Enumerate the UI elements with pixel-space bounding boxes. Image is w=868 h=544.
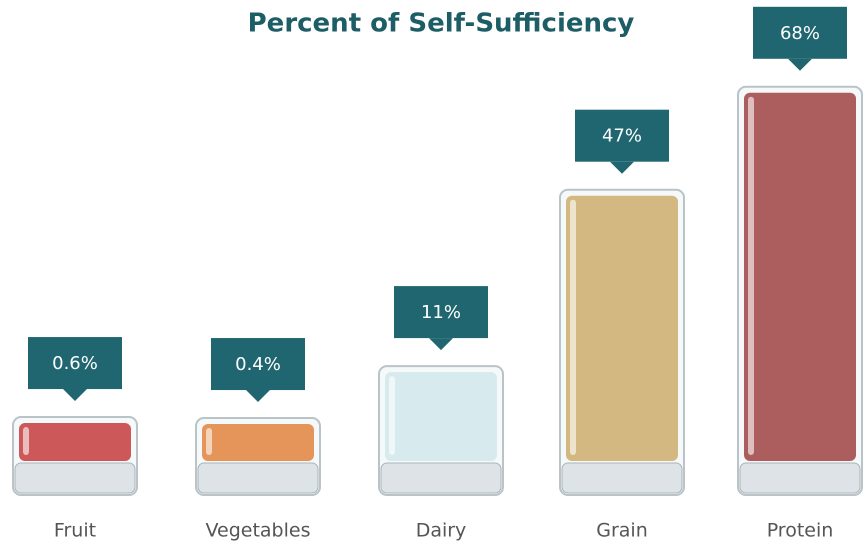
chart: Percent of Self-Sufficiency 0.6% Fruit 0.4… xyxy=(0,0,868,544)
x-tick-label: Fruit xyxy=(54,520,96,542)
value-label: 47% xyxy=(602,126,642,147)
glass-shine xyxy=(389,376,395,455)
glass-shine xyxy=(23,427,29,455)
glass-base xyxy=(562,463,682,493)
value-label: 68% xyxy=(780,23,820,44)
glass-shine xyxy=(206,428,212,455)
glass-base xyxy=(740,463,860,493)
callout-pointer xyxy=(246,390,270,402)
glass-shine xyxy=(748,97,754,455)
glass xyxy=(738,87,862,495)
glass-base xyxy=(198,463,318,493)
x-tick-label: Protein xyxy=(767,520,834,542)
value-label: 0.6% xyxy=(52,353,98,374)
glass xyxy=(560,190,684,495)
x-tick-label: Vegetables xyxy=(206,520,311,542)
glass-shine xyxy=(570,200,576,455)
value-label: 11% xyxy=(421,302,461,323)
callout-pointer xyxy=(610,162,634,174)
x-tick-label: Grain xyxy=(596,520,648,542)
x-tick-label: Dairy xyxy=(416,520,467,542)
chart-title: Percent of Self-Sufficiency xyxy=(248,9,635,39)
callout-pointer xyxy=(429,338,453,350)
page: {"chart_data": {"type": "bar", "title": … xyxy=(0,0,868,544)
callout-pointer xyxy=(788,59,812,71)
value-label: 0.4% xyxy=(235,354,281,375)
glass-base xyxy=(15,463,135,493)
glass-base xyxy=(381,463,501,493)
callout-pointer xyxy=(63,389,87,401)
